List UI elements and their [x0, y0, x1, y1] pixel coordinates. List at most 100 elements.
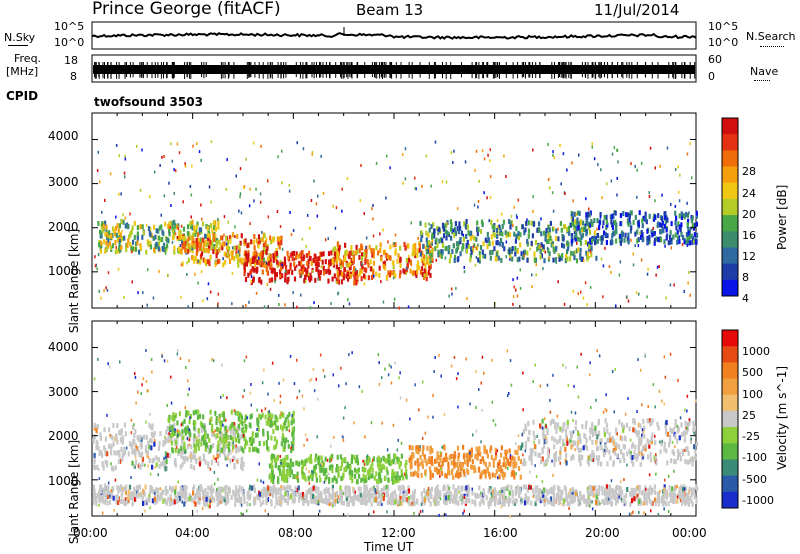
scatter-cell — [228, 434, 231, 440]
scatter-cell — [245, 261, 248, 267]
scatter-cell — [638, 484, 641, 490]
scatter-cell — [590, 252, 593, 258]
scatter-cell — [289, 262, 292, 268]
scatter-cell — [112, 485, 115, 491]
noise-cell — [372, 204, 374, 207]
scatter-cell — [422, 244, 425, 249]
scatter-cell — [123, 235, 126, 241]
scatter-cell — [291, 489, 294, 495]
scatter-cell — [184, 245, 187, 250]
scatter-cell — [686, 235, 689, 241]
scatter-cell — [115, 450, 118, 456]
scatter-cell — [184, 247, 187, 253]
scatter-cell — [462, 494, 465, 499]
scatter-cell — [180, 234, 183, 240]
scatter-cell — [678, 494, 681, 500]
scatter-cell — [234, 495, 237, 501]
scatter-cell — [340, 264, 343, 269]
scatter-cell — [421, 463, 425, 469]
scatter-cell — [550, 242, 553, 248]
scatter-cell — [546, 499, 550, 505]
noise-cell — [445, 180, 448, 184]
scatter-cell — [653, 237, 657, 243]
scatter-cell — [93, 422, 96, 428]
scatter-cell — [425, 461, 428, 467]
scatter-cell — [171, 432, 174, 437]
scatter-cell — [533, 251, 536, 257]
scatter-cell — [321, 259, 324, 265]
scatter-cell — [112, 495, 115, 501]
scatter-cell — [514, 246, 517, 252]
scatter-cell — [496, 240, 499, 245]
scatter-cell — [281, 473, 284, 479]
scatter-cell — [200, 237, 203, 243]
scatter-cell — [455, 461, 458, 467]
power-cbar-tick-28: 28 — [742, 165, 756, 178]
noise-cell — [552, 150, 554, 154]
scatter-cell — [194, 256, 197, 261]
scatter-cell — [345, 485, 348, 491]
scatter-cell — [317, 486, 320, 492]
scatter-cell — [370, 274, 374, 280]
scatter-cell — [508, 248, 511, 254]
scatter-cell — [689, 439, 692, 445]
scatter-cell — [449, 226, 453, 232]
scatter-cell — [542, 427, 545, 433]
scatter-cell — [239, 419, 242, 425]
scatter-cell — [118, 246, 121, 251]
scatter-cell — [688, 234, 691, 240]
scatter-cell — [310, 275, 313, 281]
scatter-cell — [211, 495, 214, 501]
scatter-cell — [502, 474, 505, 480]
scatter-cell — [254, 446, 257, 452]
scatter-cell — [127, 489, 131, 495]
noise-cell — [311, 151, 314, 154]
noise-cell — [170, 204, 172, 207]
scatter-cell — [249, 414, 252, 420]
scatter-cell — [244, 241, 247, 247]
scatter-cell — [111, 243, 115, 249]
noise-cell — [175, 169, 177, 173]
noise-cell — [347, 298, 349, 302]
scatter-cell — [640, 230, 643, 235]
scatter-cell — [330, 250, 333, 256]
scatter-cell — [207, 235, 210, 241]
scatter-cell — [253, 496, 256, 502]
scatter-cell — [632, 219, 635, 225]
noise-cell — [365, 245, 367, 249]
scatter-cell — [538, 244, 541, 250]
scatter-cell — [364, 467, 367, 473]
noise-cell — [646, 295, 648, 299]
scatter-cell — [333, 246, 336, 252]
scatter-cell — [221, 447, 224, 453]
scatter-cell — [317, 269, 320, 275]
power-cbar-tick-16: 16 — [742, 229, 756, 242]
noise-cell — [109, 234, 112, 238]
scatter-cell — [349, 265, 352, 270]
scatter-cell — [306, 271, 309, 277]
scatter-cell — [542, 492, 545, 498]
scatter-cell — [588, 491, 591, 496]
noise-cell — [289, 211, 291, 214]
noise-cell — [693, 240, 695, 244]
scatter-cell — [286, 472, 289, 478]
scatter-cell — [262, 428, 265, 434]
scatter-cell — [202, 246, 205, 252]
scatter-cell — [554, 421, 557, 427]
scatter-cell — [156, 494, 159, 500]
scatter-cell — [266, 445, 269, 451]
scatter-cell — [407, 485, 410, 491]
noise-cell — [177, 226, 179, 230]
scatter-cell — [298, 494, 301, 500]
scatter-cell — [131, 225, 134, 231]
scatter-cell — [460, 500, 463, 506]
scatter-cell — [356, 460, 360, 466]
freq-strip-frame — [91, 54, 697, 83]
scatter-cell — [270, 435, 273, 441]
scatter-cell — [282, 412, 285, 418]
scatter-cell — [348, 262, 351, 267]
scatter-cell — [360, 243, 363, 249]
scatter-cell — [640, 455, 644, 461]
scatter-cell — [394, 250, 397, 256]
cpid-label: CPID — [6, 89, 39, 103]
